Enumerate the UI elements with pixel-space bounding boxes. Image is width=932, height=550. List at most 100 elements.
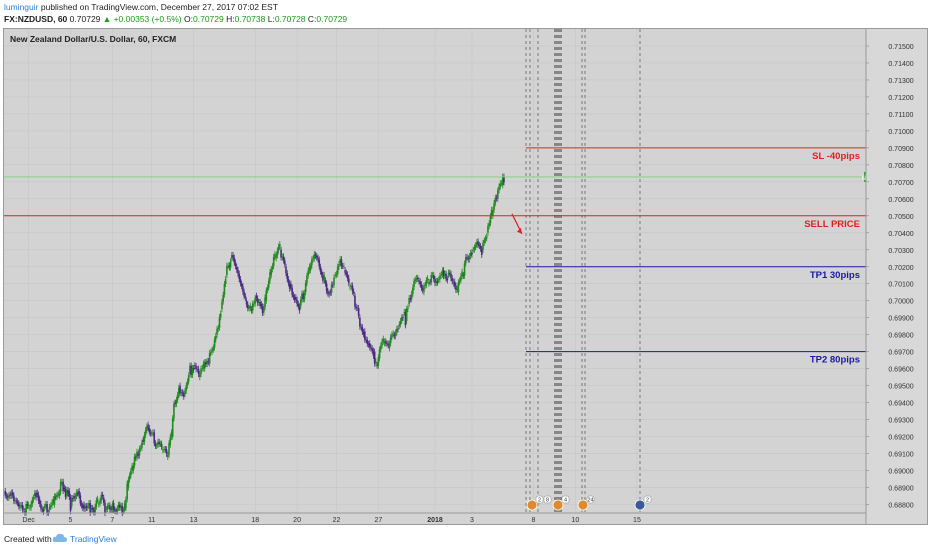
candle-body bbox=[312, 258, 314, 260]
last-price: 0.70729 bbox=[69, 14, 101, 24]
time-tick-label: 10 bbox=[571, 517, 579, 524]
candle-body bbox=[339, 259, 341, 264]
candle-body bbox=[137, 453, 140, 456]
candle-body bbox=[235, 266, 238, 270]
candle-body bbox=[335, 273, 338, 276]
candle-body bbox=[66, 489, 68, 497]
down-arrow-head bbox=[516, 227, 522, 234]
candle-body bbox=[501, 176, 504, 186]
tradingview-brand[interactable]: TradingView bbox=[70, 534, 117, 544]
candle-body bbox=[181, 392, 184, 394]
candle-body bbox=[149, 432, 152, 434]
event-count-badge[interactable] bbox=[586, 495, 595, 504]
candle-body bbox=[487, 226, 489, 233]
candle-body bbox=[387, 343, 390, 346]
time-tick-label: 20 bbox=[293, 517, 301, 524]
candle-body bbox=[14, 500, 16, 502]
price-tick-label: 0.70700 bbox=[888, 180, 913, 187]
price-axis[interactable]: 0.71500 0.71400 0.71300 0.71200 0.71100 0.710… bbox=[865, 29, 927, 524]
candle-body bbox=[207, 360, 210, 363]
candle-body bbox=[287, 279, 290, 284]
candle-body bbox=[416, 277, 419, 279]
candle-body bbox=[184, 390, 186, 395]
price-tick-label: 0.70900 bbox=[888, 146, 913, 153]
event-count-badge[interactable] bbox=[543, 495, 552, 504]
level-label: TP1 30pips bbox=[810, 270, 860, 281]
chart-area[interactable]: SL -40pips 0.70900 SELL PRICE 0.70500 TP1 30… bbox=[3, 28, 928, 525]
candle-body bbox=[192, 367, 195, 370]
time-tick-label: 22 bbox=[333, 517, 341, 524]
candle-body bbox=[179, 385, 181, 394]
time-axis[interactable]: Dec 5 7 11 13 18 20 22 27 2018 3 8 10 15 bbox=[4, 512, 866, 524]
candle-body bbox=[391, 334, 393, 338]
price-tick-label: 0.69700 bbox=[888, 350, 913, 357]
candle-body bbox=[64, 489, 67, 497]
candle-body bbox=[237, 269, 239, 274]
candle-body bbox=[344, 270, 346, 273]
candle-body bbox=[194, 365, 196, 367]
price-tick-label: 0.69600 bbox=[888, 367, 913, 374]
candle-body bbox=[175, 399, 178, 405]
candle-body bbox=[254, 297, 257, 304]
price-tick-label: 0.69200 bbox=[888, 435, 913, 442]
candle-body bbox=[168, 443, 170, 455]
candle-body bbox=[138, 448, 141, 456]
candle-body bbox=[276, 250, 279, 256]
tradingview-cloud-icon[interactable] bbox=[52, 532, 68, 544]
candle-body bbox=[472, 249, 474, 251]
candle-body bbox=[142, 439, 144, 442]
candle-body bbox=[428, 282, 430, 284]
candle-body bbox=[46, 504, 48, 513]
candle-body bbox=[256, 298, 259, 304]
author-link[interactable]: luminguir bbox=[4, 2, 39, 12]
price-chart[interactable]: SL -40pips 0.70900 SELL PRICE 0.70500 TP1 30… bbox=[4, 29, 927, 524]
candle-body bbox=[5, 495, 8, 497]
candle-body bbox=[146, 426, 148, 431]
price-change: +0.00353 (+0.5%) bbox=[113, 14, 182, 24]
candle-body bbox=[90, 507, 93, 510]
symbol-label[interactable]: FX:NZDUSD, 60 bbox=[4, 14, 68, 24]
candle-body bbox=[444, 273, 446, 277]
price-tick-label: 0.71200 bbox=[888, 95, 913, 102]
event-flag-icon[interactable] bbox=[577, 499, 589, 511]
price-tick-label: 0.68900 bbox=[888, 486, 913, 493]
candle-body bbox=[298, 306, 301, 311]
event-count-badge[interactable] bbox=[643, 495, 652, 504]
candle-body bbox=[239, 279, 242, 284]
event-flag-icon[interactable] bbox=[552, 499, 564, 511]
event-count-badge[interactable] bbox=[535, 495, 544, 504]
candle-body bbox=[67, 489, 69, 494]
candle-body bbox=[70, 498, 73, 507]
candle-body bbox=[468, 256, 471, 260]
candle-body bbox=[424, 285, 426, 287]
candle-body bbox=[134, 456, 137, 458]
candle-body bbox=[117, 504, 120, 508]
candle-body bbox=[403, 311, 406, 313]
candle-body bbox=[82, 505, 84, 509]
candle-body bbox=[272, 256, 275, 267]
candle-body bbox=[393, 334, 396, 337]
candle-body bbox=[462, 275, 465, 277]
candle-body bbox=[440, 274, 442, 276]
candle-body bbox=[115, 510, 117, 512]
candle-body bbox=[311, 259, 313, 266]
candle-body bbox=[191, 367, 194, 375]
candle-body bbox=[370, 347, 372, 349]
candle-body bbox=[20, 505, 23, 506]
price-tick-label: 0.69400 bbox=[888, 401, 913, 408]
candle-body bbox=[35, 493, 37, 498]
event-flag-icon[interactable] bbox=[634, 499, 646, 511]
candle-body bbox=[148, 427, 151, 433]
candle-body bbox=[383, 341, 386, 344]
event-markers[interactable]: 2 8 4 24 2 bbox=[526, 495, 652, 511]
candle-body bbox=[72, 498, 74, 499]
candle-body bbox=[16, 501, 19, 504]
price-tick-label: 0.69100 bbox=[888, 452, 913, 459]
candle-body bbox=[351, 285, 354, 292]
time-tick-label: 18 bbox=[251, 517, 259, 524]
event-flag-icon[interactable] bbox=[526, 499, 538, 511]
event-count-badge[interactable] bbox=[561, 495, 570, 504]
candle-body bbox=[448, 272, 451, 274]
candle-body bbox=[458, 280, 461, 283]
candle-body bbox=[182, 393, 185, 397]
